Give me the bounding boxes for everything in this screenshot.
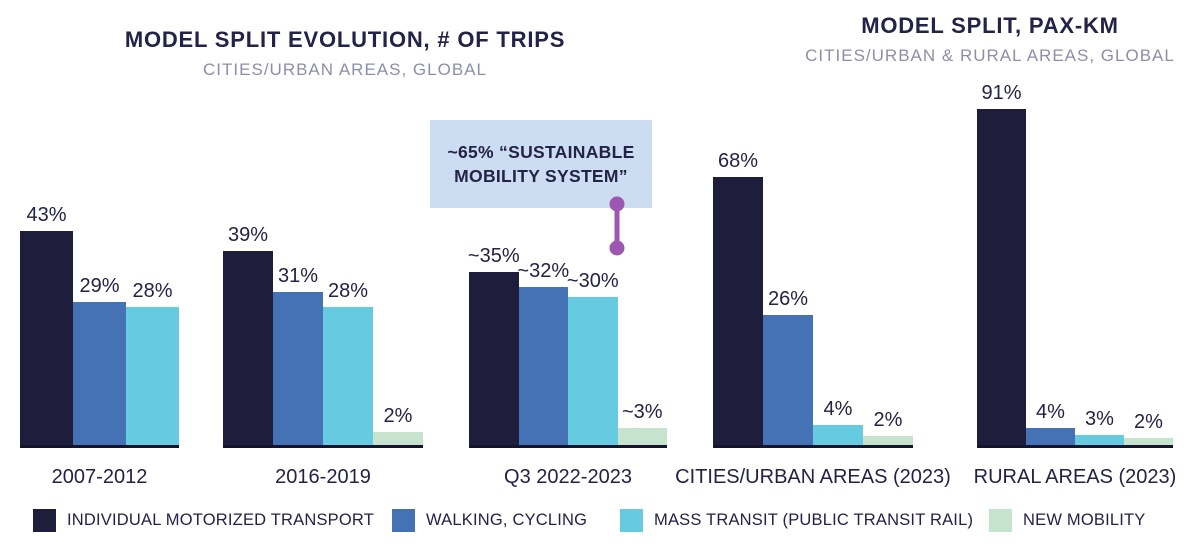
legend-item-walking-cycling: WALKING, CYCLING bbox=[392, 509, 587, 532]
legend-swatch-mass-transit bbox=[620, 509, 643, 532]
bar-value-label: ~3% bbox=[621, 401, 663, 423]
bar-value-label: 2% bbox=[383, 405, 413, 427]
bar-value-label: 29% bbox=[79, 275, 120, 297]
bar-individual-motorized-transport: 91% bbox=[977, 82, 1026, 445]
annotation-line-2: MOBILITY SYSTEM” bbox=[454, 166, 628, 186]
bar-value-label: 31% bbox=[277, 265, 319, 287]
category-label: 2007-2012 bbox=[51, 466, 148, 488]
bar-value-label: 28% bbox=[327, 280, 369, 302]
bar-new-mobility: ~3% bbox=[617, 401, 667, 445]
category-label: 2016-2019 bbox=[275, 466, 371, 488]
bar-new-mobility: 2% bbox=[863, 409, 913, 445]
bar-mass-transit: 3% bbox=[1075, 408, 1124, 445]
bar-value-label: 68% bbox=[717, 150, 759, 172]
axis-baseline bbox=[223, 445, 423, 448]
bar-value-label: 2% bbox=[1134, 411, 1163, 433]
legend-item-individual-motorized-transport: INDIVIDUAL MOTORIZED TRANSPORT bbox=[33, 509, 374, 532]
bar-individual-motorized-transport: ~35% bbox=[468, 245, 520, 445]
annotation-connector-icon bbox=[609, 196, 625, 256]
bar-mass-transit: 28% bbox=[323, 280, 373, 445]
bar-walking-cycling: 29% bbox=[73, 275, 126, 445]
annotation-line-1: ~65% “SUSTAINABLE bbox=[447, 142, 635, 162]
axis-baseline bbox=[713, 445, 913, 448]
left-chart-title: MODEL SPLIT EVOLUTION, # OF TRIPS bbox=[124, 27, 566, 52]
bar-value-label: ~32% bbox=[517, 260, 570, 282]
bar-value-label: 39% bbox=[227, 224, 269, 246]
bar-value-label: ~30% bbox=[566, 270, 619, 292]
bar-value-label: 91% bbox=[981, 82, 1022, 104]
bar-walking-cycling: 26% bbox=[763, 288, 813, 445]
legend-label: WALKING, CYCLING bbox=[426, 511, 588, 529]
legend-label: MASS TRANSIT (PUBLIC TRANSIT RAIL) bbox=[654, 511, 974, 529]
legend-swatch-new-mobility bbox=[989, 509, 1012, 532]
bar-mass-transit: 28% bbox=[126, 280, 179, 445]
bar-value-label: 4% bbox=[823, 398, 853, 420]
category-label: Q3 2022-2023 bbox=[504, 466, 632, 488]
axis-baseline bbox=[469, 445, 667, 448]
bar-individual-motorized-transport: 68% bbox=[713, 150, 763, 445]
legend-label: NEW MOBILITY bbox=[1023, 511, 1146, 529]
legend-swatch-individual-motorized-transport bbox=[33, 509, 56, 532]
bar-walking-cycling: ~32% bbox=[517, 260, 569, 445]
axis-baseline bbox=[20, 445, 179, 448]
bar-individual-motorized-transport: 39% bbox=[223, 224, 273, 445]
bar-value-label: 3% bbox=[1085, 408, 1114, 430]
bar-value-label: 4% bbox=[1036, 401, 1065, 423]
bar-value-label: 28% bbox=[132, 280, 173, 302]
bar-new-mobility: 2% bbox=[373, 405, 423, 445]
bar-mass-transit: 4% bbox=[813, 398, 863, 445]
bar-individual-motorized-transport: 43% bbox=[20, 204, 73, 445]
right-chart-subtitle: CITIES/URBAN & RURAL AREAS, GLOBAL bbox=[805, 46, 1175, 65]
bar-value-label: 26% bbox=[767, 288, 809, 310]
bar-value-label: ~35% bbox=[467, 245, 520, 267]
legend-item-mass-transit: MASS TRANSIT (PUBLIC TRANSIT RAIL) bbox=[620, 509, 973, 532]
right-chart-header: MODEL SPLIT, PAX-KM CITIES/URBAN & RURAL… bbox=[785, 13, 1195, 66]
bar-mass-transit: ~30% bbox=[567, 270, 619, 445]
axis-baseline bbox=[977, 445, 1173, 448]
left-chart-header: MODEL SPLIT EVOLUTION, # OF TRIPS CITIES… bbox=[80, 27, 610, 80]
bar-walking-cycling: 31% bbox=[273, 265, 323, 445]
bar-walking-cycling: 4% bbox=[1026, 401, 1075, 445]
bar-value-label: 2% bbox=[873, 409, 903, 431]
legend-item-new-mobility: NEW MOBILITY bbox=[989, 509, 1146, 532]
bar-value-label: 43% bbox=[26, 204, 67, 226]
left-chart-subtitle: CITIES/URBAN AREAS, GLOBAL bbox=[203, 60, 487, 79]
sustainable-mobility-annotation: ~65% “SUSTAINABLE MOBILITY SYSTEM” bbox=[430, 120, 652, 208]
legend-swatch-walking-cycling bbox=[392, 509, 415, 532]
category-label: RURAL AREAS (2023) bbox=[973, 466, 1177, 488]
legend-label: INDIVIDUAL MOTORIZED TRANSPORT bbox=[67, 511, 375, 529]
bar-new-mobility: 2% bbox=[1124, 411, 1173, 445]
right-chart-title: MODEL SPLIT, PAX-KM bbox=[861, 13, 1119, 38]
category-label: CITIES/URBAN AREAS (2023) bbox=[675, 466, 951, 488]
